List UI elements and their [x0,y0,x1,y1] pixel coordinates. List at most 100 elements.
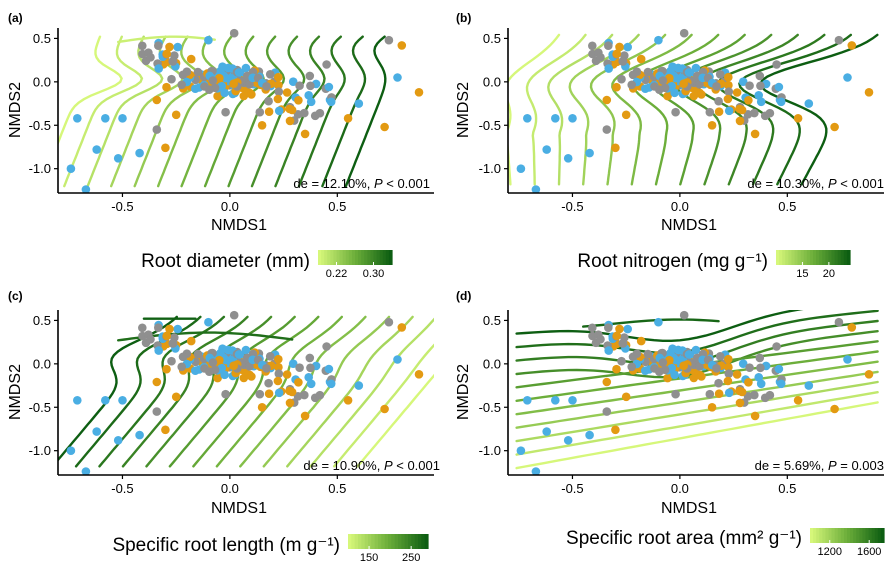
panel-c-point-grey [154,323,163,333]
panel-d-point-grey [834,317,844,327]
panel-b-point-orange [744,96,753,105]
panel-c-legend-title: Specific root length (m g⁻¹) [112,535,340,556]
panel-d-point-grey [714,378,723,388]
panel-c-colorbar-segment [388,534,392,549]
panel-a-point-blue [304,91,314,100]
panel-b-point-blue [623,42,632,52]
panel-a-colorbar-segment [339,250,344,265]
panel-c-x-tick-label: 0.0 [221,481,239,496]
panel-a-point-blue [221,73,231,83]
panel-c-point-grey [167,356,176,366]
panel-a-point-grey [255,107,265,117]
panel-a-contour-line [63,35,144,188]
panel-d-point-blue [523,396,532,405]
panel-c-colorbar-tick-label: 250 [402,552,420,564]
panel-b-point-orange [732,88,742,97]
panel-a-contour-line [321,35,367,188]
panel-b-point-grey [602,125,612,134]
panel-d-y-tick-label: 0.5 [483,313,501,328]
panel-a-point-blue [73,114,82,123]
panel-a-y-tick-label: -1.0 [29,161,51,176]
panel-d-point-blue [774,364,784,374]
panel-a-point-grey [293,110,303,119]
panel-c-point-grey [255,389,265,399]
panel-d-point-orange [737,387,747,397]
panel-d-point-grey [715,352,725,361]
panel-a-x-tick-label: 0.5 [328,199,346,214]
panel-b-colorbar-segment [803,250,808,265]
panel-a-point-grey [322,60,331,69]
panel-d-point-orange [847,323,857,332]
panel-b-point-orange [750,129,760,139]
panel-b-point-orange [830,122,839,132]
panel-b-colorbar-segment [837,250,842,265]
panel-b-point-blue [531,185,541,193]
panel-d-annotation-de: de = 5.69%, [755,458,828,473]
panel-a-colorbar-segment [321,250,325,265]
panel-a-point-blue [393,73,402,82]
panel-b-point-grey [756,81,765,91]
panel-a-point-grey [138,41,147,51]
panel-d-point-blue [531,467,541,475]
panel-c-point-blue [191,366,200,376]
panel-b-contour-line [716,33,826,186]
panel-a-point-grey [262,82,271,91]
panel-c-ylabel: NMDS2 [7,364,24,420]
panel-c-contour-line [121,315,249,468]
panel-b-point-orange [663,91,672,101]
panel-c-annotation-p-symbol: P [384,458,393,473]
panel-c-contour-line [262,315,391,468]
panel-a-annotation-de: de = 12.10%, [293,176,374,191]
panel-c-legend-name: Specific root length [112,535,274,556]
panel-a-point-orange [343,114,353,123]
panel-b-colorbar-segment [809,250,814,265]
panel-d-point-blue [667,363,676,373]
panel-d-point-orange [864,370,874,379]
panel-b-point-blue [691,63,701,73]
panel-d-point-grey [658,358,668,367]
panel-c-colorbar-segment [414,534,419,549]
panel-a-point-blue [191,84,200,93]
panel-d-x-tick-label: 0.5 [778,481,796,496]
panel-a-point-orange [229,79,238,88]
panel-a-point-orange [285,116,295,126]
panel-d-point-blue [776,379,786,389]
panel-a-point-blue [354,99,364,108]
panel-b-point-grey [643,67,653,77]
panel-a-point-blue [234,68,244,77]
panel-c: (c) -0.5 0.0 0.5 0.5 0.0 -0.5 -1.0 de = 10.90%… [7,289,440,564]
panel-a-annotation-p: < 0.001 [383,176,430,191]
panel-d-point-blue [654,317,663,327]
panel-b-colorbar-segment [776,250,780,265]
panel-a-point-grey [146,53,155,62]
panel-a-point-orange [287,105,297,115]
panel-d-colorbar-segment [859,528,864,543]
panel-d-point-orange [830,404,839,414]
panel-b-point-grey [627,80,636,90]
panel-a-point-grey [152,125,162,134]
panel-c-point-blue [221,355,231,365]
panel-b-colorbar-segment [828,250,833,265]
panel-b-colorbar-tick-label: 15 [796,268,808,280]
panel-c-colorbar-segment [351,534,356,549]
panel-d-point-orange [615,324,624,334]
panel-c-point-blue [274,388,284,398]
panel-b-point-orange [679,79,688,88]
panel-d-point-grey [755,353,765,363]
panel-b-xlabel: NMDS1 [661,217,717,234]
panel-c-point-orange [294,378,303,387]
panel-d-y-tick-label: 0.0 [483,356,501,371]
panel-d-point-orange [612,331,622,341]
panel-d-y-tick-label: -0.5 [479,400,501,415]
panel-d-point-orange [732,370,742,379]
panel-c-point-blue [173,324,182,334]
panel-d-point-blue [568,396,577,405]
panel-b-point-grey [755,71,765,81]
panel-c-point-grey [315,390,325,400]
panel-b-colorbar-segment [800,250,805,265]
panel-c-legend: Specific root length (m g⁻¹) 150 250 [112,534,429,564]
panel-a: (a) -0.5 0.0 0.5 0.5 0.0 -0.5 -1.0 de = 12.10%… [7,11,434,280]
panel-c-point-blue [135,430,144,440]
panel-b-point-orange [723,94,733,104]
panel-b-point-blue [523,114,532,123]
